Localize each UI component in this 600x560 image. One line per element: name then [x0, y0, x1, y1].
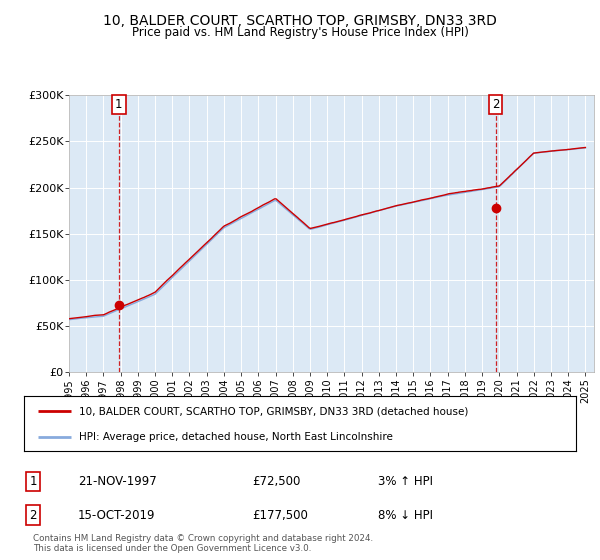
Text: 2: 2	[29, 508, 37, 522]
Text: 15-OCT-2019: 15-OCT-2019	[78, 508, 155, 522]
Text: 21-NOV-1997: 21-NOV-1997	[78, 475, 157, 488]
Text: £72,500: £72,500	[252, 475, 301, 488]
Text: 8% ↓ HPI: 8% ↓ HPI	[378, 508, 433, 522]
Text: Price paid vs. HM Land Registry's House Price Index (HPI): Price paid vs. HM Land Registry's House …	[131, 26, 469, 39]
Text: Contains HM Land Registry data © Crown copyright and database right 2024.
This d: Contains HM Land Registry data © Crown c…	[33, 534, 373, 553]
Text: 2: 2	[492, 98, 499, 111]
Text: 10, BALDER COURT, SCARTHO TOP, GRIMSBY, DN33 3RD: 10, BALDER COURT, SCARTHO TOP, GRIMSBY, …	[103, 14, 497, 28]
Text: £177,500: £177,500	[252, 508, 308, 522]
Text: HPI: Average price, detached house, North East Lincolnshire: HPI: Average price, detached house, Nort…	[79, 432, 393, 442]
Text: 3% ↑ HPI: 3% ↑ HPI	[378, 475, 433, 488]
Text: 1: 1	[29, 475, 37, 488]
Text: 10, BALDER COURT, SCARTHO TOP, GRIMSBY, DN33 3RD (detached house): 10, BALDER COURT, SCARTHO TOP, GRIMSBY, …	[79, 407, 469, 416]
Text: 1: 1	[115, 98, 122, 111]
